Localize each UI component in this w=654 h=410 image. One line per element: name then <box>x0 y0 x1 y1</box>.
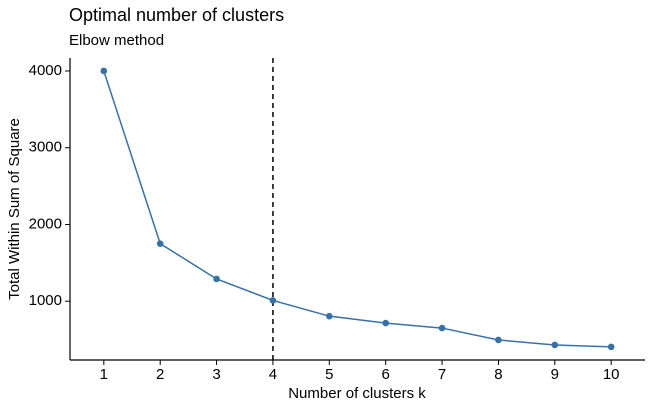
x-tick-label: 9 <box>551 366 559 383</box>
x-tick-label: 6 <box>382 366 390 383</box>
y-tick-label: 3000 <box>29 139 62 156</box>
point <box>156 240 164 247</box>
x-tick-label: 4 <box>269 366 277 383</box>
chart-subtitle: Elbow method <box>69 32 164 49</box>
line <box>103 70 612 348</box>
y-tick-label: 2000 <box>29 215 62 232</box>
point <box>100 67 108 75</box>
x-tick-label: 7 <box>438 366 446 383</box>
x-tick-label: 5 <box>325 366 333 383</box>
point <box>495 336 502 344</box>
x-tick-label: 3 <box>212 366 220 383</box>
point <box>382 319 389 327</box>
x-tick-label: 10 <box>603 366 620 383</box>
point <box>551 341 559 349</box>
x-axis-title: Number of clusters k <box>288 385 426 402</box>
point <box>607 343 615 351</box>
y-tick-label: 4000 <box>29 62 62 79</box>
point <box>326 312 333 320</box>
x-tick-label: 2 <box>156 366 164 383</box>
point <box>438 324 446 332</box>
x-tick-label: 8 <box>494 366 502 383</box>
y-tick-label: 1000 <box>29 292 62 309</box>
point <box>269 297 277 304</box>
x-tick-label: 1 <box>100 366 108 383</box>
chart-title: Optimal number of clusters <box>69 5 284 25</box>
y-axis-title: Total Within Sum of Square <box>6 118 23 300</box>
point <box>213 275 220 283</box>
